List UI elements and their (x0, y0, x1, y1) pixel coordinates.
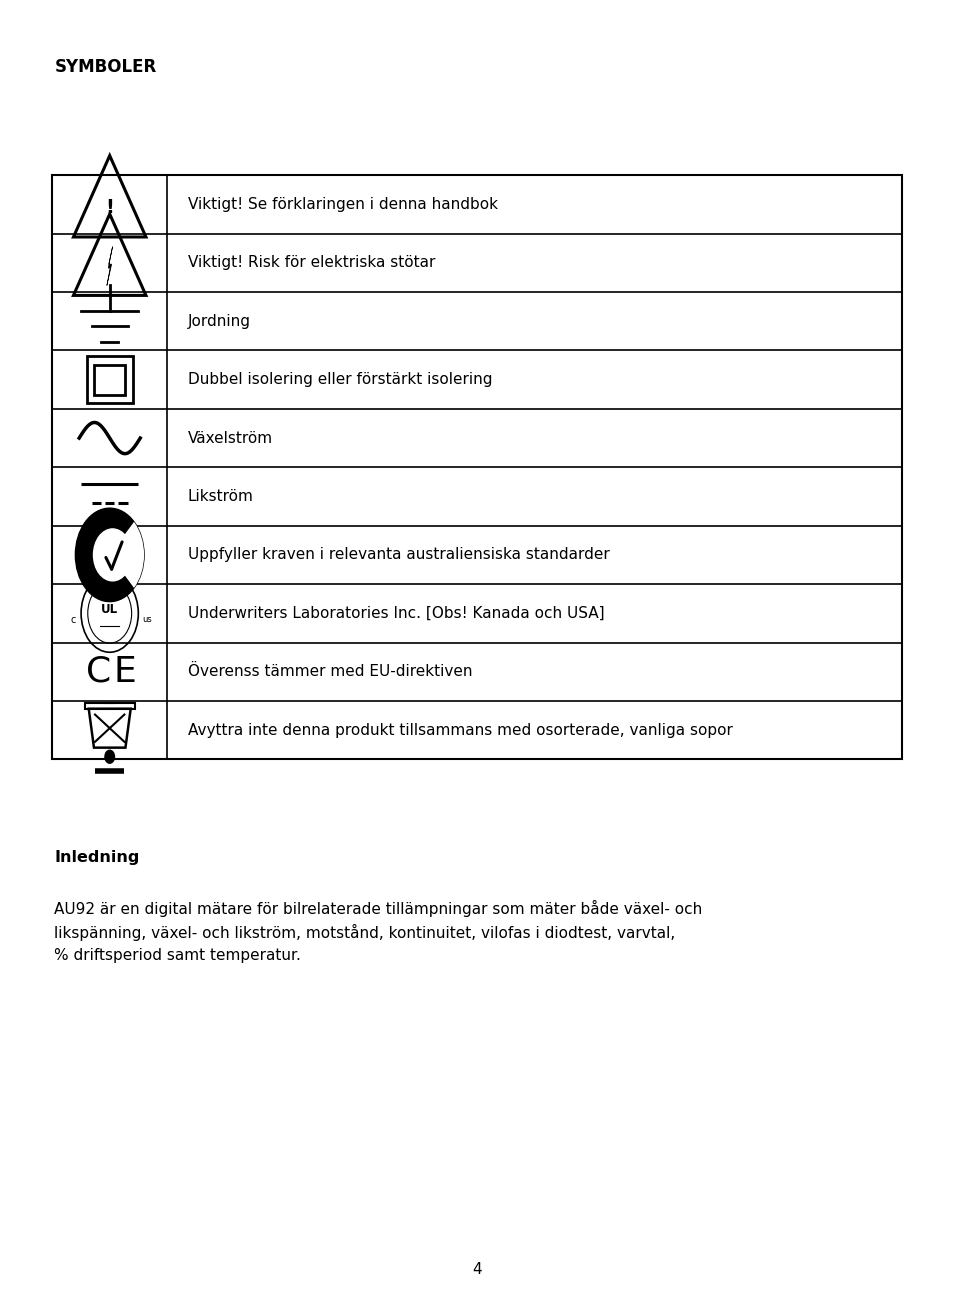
Wedge shape (110, 522, 144, 588)
Text: UL: UL (101, 602, 118, 617)
Polygon shape (107, 247, 112, 286)
Text: Jordning: Jordning (188, 314, 251, 328)
Text: c: c (71, 615, 76, 624)
Text: Överenss tämmer med EU-direktiven: Överenss tämmer med EU-direktiven (188, 665, 472, 679)
Text: C: C (86, 654, 111, 689)
Bar (87, 356, 132, 402)
Text: AU92 är en digital mätare för bilrelaterade tillämpningar som mäter både växel- : AU92 är en digital mätare för bilrelater… (54, 900, 702, 963)
Bar (85, 704, 134, 709)
Text: Inledning: Inledning (54, 850, 139, 866)
Text: 4: 4 (472, 1262, 481, 1277)
Text: us: us (142, 615, 152, 624)
Text: Viktigt! Se förklaringen i denna handbok: Viktigt! Se förklaringen i denna handbok (188, 197, 497, 212)
Text: Uppfyller kraven i relevanta australiensiska standarder: Uppfyller kraven i relevanta australiens… (188, 548, 609, 562)
Text: !: ! (105, 199, 114, 217)
Circle shape (105, 750, 114, 763)
Bar (94, 365, 125, 395)
Text: SYMBOLER: SYMBOLER (54, 58, 156, 77)
Text: Underwriters Laboratories Inc. [Obs! Kanada och USA]: Underwriters Laboratories Inc. [Obs! Kan… (188, 606, 604, 620)
Text: E: E (113, 654, 136, 689)
Text: Likström: Likström (188, 489, 253, 504)
Text: Dubbel isolering eller förstärkt isolering: Dubbel isolering eller förstärkt isoleri… (188, 373, 492, 387)
Text: Viktigt! Risk för elektriska stötar: Viktigt! Risk för elektriska stötar (188, 256, 435, 270)
Bar (52, 175, 901, 759)
Circle shape (75, 508, 144, 601)
Text: Växelström: Växelström (188, 431, 273, 445)
Text: Avyttra inte denna produkt tillsammans med osorterade, vanliga sopor: Avyttra inte denna produkt tillsammans m… (188, 723, 732, 737)
Circle shape (93, 530, 132, 582)
